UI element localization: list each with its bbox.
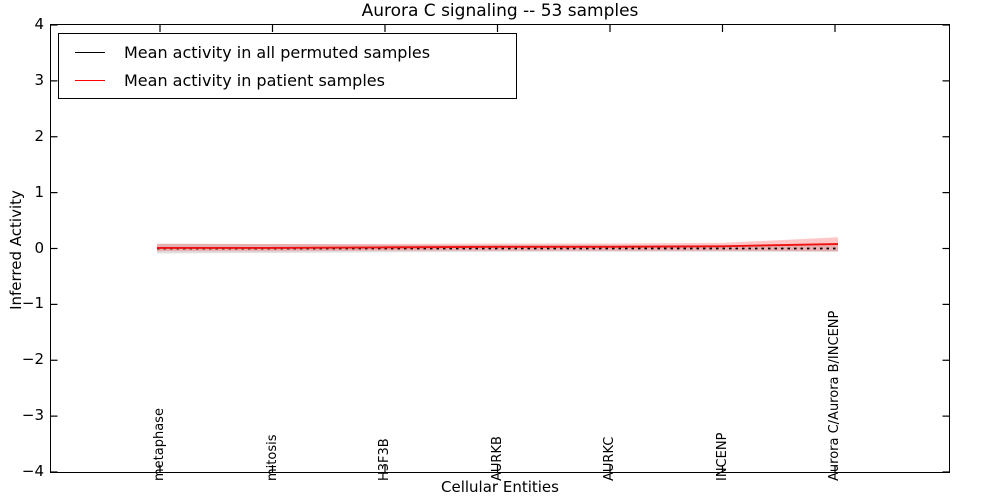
legend-item-patient: Mean activity in patient samples [75, 71, 516, 90]
y-tick-label: 3 [34, 70, 44, 89]
y-tick-label: −3 [21, 406, 44, 425]
x-tick-label: H3F3B [377, 438, 392, 481]
y-tick-label: −1 [21, 294, 44, 313]
x-tick-label: metaphase [152, 408, 167, 481]
legend-item-permuted: Mean activity in all permuted samples [75, 43, 516, 62]
x-tick-label: Aurora C/Aurora B/INCENP [827, 310, 842, 481]
legend-label: Mean activity in patient samples [124, 70, 385, 90]
x-axis-label: Cellular Entities [441, 478, 559, 496]
legend-box: Mean activity in all permuted samples Me… [58, 33, 517, 99]
legend-line-sample-red [75, 79, 105, 81]
x-tick-label: mitosis [264, 434, 280, 481]
y-tick-label: 4 [34, 15, 44, 33]
legend-label: Mean activity in all permuted samples [124, 42, 431, 62]
y-tick-label: −2 [21, 350, 44, 369]
x-tick-label: INCENP [714, 432, 730, 481]
legend-line-sample-black [75, 51, 105, 53]
chart-title: Aurora C signaling -- 53 samples [361, 1, 639, 21]
y-tick-label: 2 [34, 126, 44, 145]
y-tick-label: −4 [21, 462, 44, 480]
x-tick-label: AURKC [602, 436, 617, 481]
y-tick-label: 1 [34, 182, 44, 201]
series-line-patient [157, 243, 838, 249]
y-tick-label: 0 [34, 238, 44, 257]
plot-canvas [51, 25, 949, 472]
x-tick-label: AURKB [489, 436, 505, 481]
